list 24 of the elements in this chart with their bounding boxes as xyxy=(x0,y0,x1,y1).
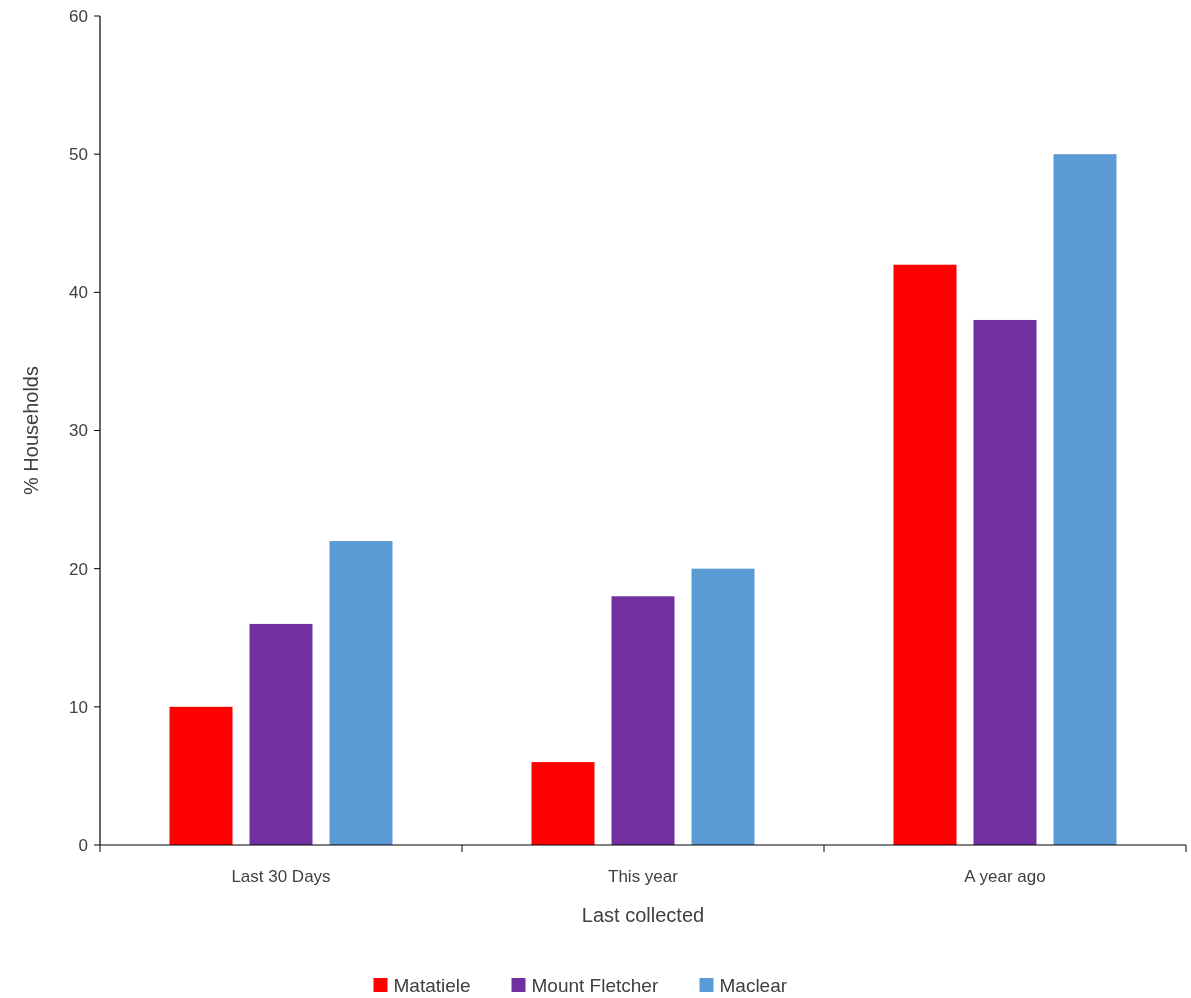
bar xyxy=(973,319,1037,845)
legend-label: Matatiele xyxy=(393,974,471,996)
y-tick-label: 50 xyxy=(69,145,88,165)
y-tick-label: 30 xyxy=(69,421,88,441)
y-tick-label: 10 xyxy=(69,697,88,717)
y-tick-label: 60 xyxy=(69,6,88,26)
x-axis-title: Last collected xyxy=(581,904,705,926)
y-axis-title: % Households xyxy=(20,366,42,495)
bar xyxy=(531,762,595,845)
y-tick-label: 20 xyxy=(69,559,88,579)
legend-label: Maclear xyxy=(719,974,788,996)
bar xyxy=(611,596,675,845)
legend-label: Mount Fletcher xyxy=(531,974,659,996)
x-tick-label: This year xyxy=(608,867,679,886)
bar xyxy=(329,541,393,845)
bar xyxy=(1053,154,1117,845)
bar xyxy=(893,264,957,845)
y-tick-label: 40 xyxy=(69,283,88,303)
x-tick-label: Last 30 Days xyxy=(231,867,331,886)
bar xyxy=(249,623,313,845)
bar xyxy=(691,568,755,845)
bar xyxy=(169,706,233,845)
y-tick-label: 0 xyxy=(78,835,88,855)
x-tick-label: A year ago xyxy=(964,867,1046,886)
